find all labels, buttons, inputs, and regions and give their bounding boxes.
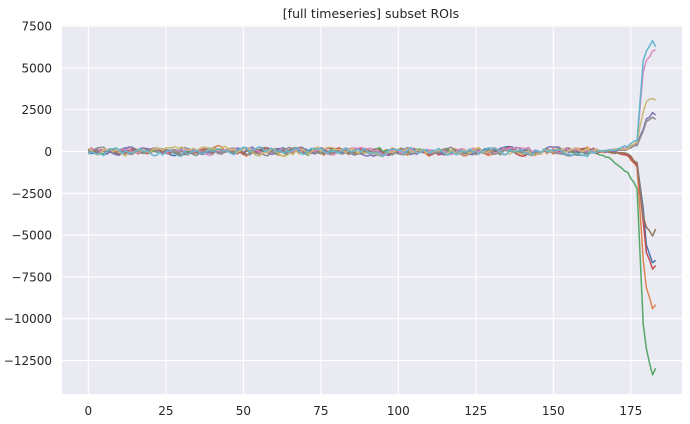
- x-tick-label: 0: [85, 404, 93, 418]
- y-tick-label: 2500: [21, 103, 52, 117]
- series-layer: [87, 39, 657, 376]
- y-axis: 7500 5000 2500 0 −2500 −5000 −7500 −10000 −12500: [4, 20, 52, 369]
- plot-area: [62, 26, 682, 394]
- x-tick-label: 150: [542, 404, 565, 418]
- x-axis: 0 25 50 75 100 125 150 175: [85, 404, 643, 418]
- x-tick-label: 50: [236, 404, 251, 418]
- series-line: [87, 39, 657, 158]
- x-tick-label: 25: [158, 404, 173, 418]
- y-tick-label: −5000: [11, 229, 52, 243]
- series-line: [88, 49, 656, 157]
- y-tick-label: 0: [44, 145, 52, 159]
- y-tick-label: −12500: [4, 354, 52, 368]
- y-tick-label: −2500: [11, 187, 52, 201]
- y-tick-label: 5000: [21, 61, 52, 75]
- y-tick-label: 7500: [21, 20, 52, 34]
- x-tick-label: 175: [619, 404, 642, 418]
- x-tick-label: 75: [313, 404, 328, 418]
- x-tick-label: 100: [387, 404, 410, 418]
- chart-title: [full timeseries] subset ROIs: [283, 6, 459, 21]
- x-tick-label: 125: [464, 404, 487, 418]
- y-tick-label: −7500: [11, 270, 52, 284]
- y-tick-label: −10000: [4, 312, 52, 326]
